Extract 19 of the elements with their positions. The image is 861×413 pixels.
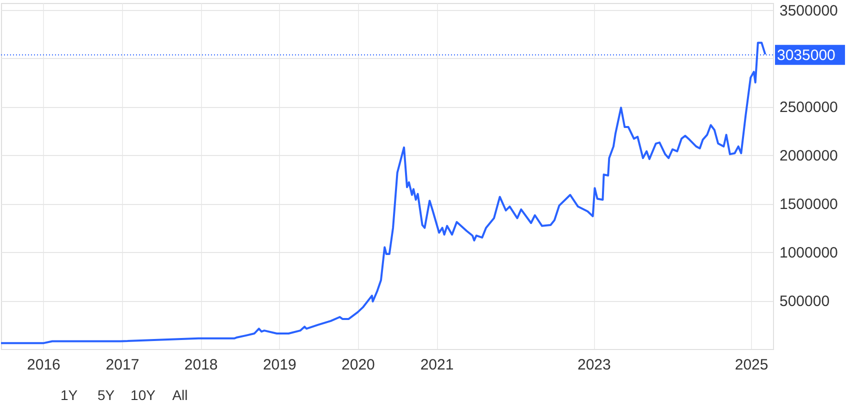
ref-line-label: 3035000 — [777, 46, 836, 64]
text: 10Y — [130, 387, 156, 403]
y-tick-label: 2000000 — [780, 148, 838, 165]
y-tick-label: 3500000 — [780, 2, 838, 20]
y-tick-label: 1000000 — [780, 244, 838, 262]
y-tick-label: 500000 — [780, 293, 830, 310]
text: 5Y — [97, 387, 116, 403]
y-tick-label: 1500000 — [780, 196, 838, 214]
x-tick-label: 2021 — [420, 356, 454, 374]
text: 1Y — [60, 387, 78, 403]
x-tick-label: 2018 — [184, 356, 218, 374]
x-tick-label: 2019 — [262, 356, 296, 374]
text: All — [172, 387, 188, 403]
y-tick-label: 2500000 — [780, 99, 838, 116]
x-tick-label: 2023 — [577, 356, 611, 374]
x-tick-label: 2020 — [342, 356, 375, 374]
x-tick-label: 2025 — [734, 356, 768, 374]
x-tick-label: 2016 — [27, 356, 60, 374]
x-tick-label: 2017 — [106, 356, 140, 374]
